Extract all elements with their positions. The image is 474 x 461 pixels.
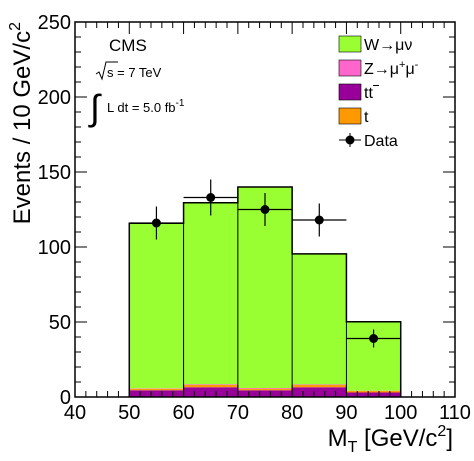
legend-z-mu2: μ <box>405 61 414 78</box>
bar-t-bin-2 <box>238 389 292 391</box>
y-title-sup: 2 <box>7 22 24 31</box>
lumi-exp: -1 <box>176 98 185 109</box>
cms-label: CMS <box>109 36 147 55</box>
legend-label-data: Data <box>364 133 398 150</box>
legend-t-base: t <box>364 109 369 126</box>
y-title-main: Events / 10 GeV/c <box>9 31 36 224</box>
x-title-rest: [GeV/c <box>357 425 437 452</box>
y-tick-label: 150 <box>38 162 71 184</box>
x-tick-label: 100 <box>384 402 417 424</box>
bar-W-bin-1 <box>184 203 238 385</box>
legend-w-arrow: → <box>379 37 395 54</box>
legend-swatch-tt <box>339 84 361 100</box>
y-tick-label: 100 <box>38 237 71 259</box>
x-title-sup: 2 <box>437 423 446 440</box>
luminosity-label: L dt = 5.0 fb-1 <box>107 98 185 115</box>
legend-label-Z: Z→μ+μ- <box>364 59 419 78</box>
bar-tt-bin-2 <box>238 390 292 397</box>
y-tick-label: 50 <box>49 312 71 334</box>
x-tick-label: 80 <box>281 402 303 424</box>
legend-label-tt: tt <box>364 85 373 102</box>
energy-label: s = 7 TeV <box>107 65 162 80</box>
legend-w-base: W <box>364 37 380 54</box>
legend-data-marker <box>346 136 355 145</box>
y-tick-label: 200 <box>38 87 71 109</box>
x-tick-label: 70 <box>227 402 249 424</box>
x-title-end: ] <box>446 425 453 452</box>
legend-w-products: μν <box>395 37 412 54</box>
bar-Z-bin-3 <box>292 384 346 385</box>
bar-t-bin-1 <box>184 385 238 387</box>
x-tick-label: 110 <box>439 402 471 424</box>
legend-label-t: t <box>364 109 369 126</box>
data-point-1 <box>206 193 215 202</box>
bar-Z-bin-1 <box>184 384 238 385</box>
data-point-3 <box>315 216 324 225</box>
x-axis-title: MT [GeV/c2] <box>328 423 453 456</box>
bar-t-bin-4 <box>346 391 400 393</box>
bar-Z-bin-2 <box>238 388 292 389</box>
energy-value: = 7 TeV <box>114 65 162 80</box>
x-tick-label: 90 <box>335 402 357 424</box>
y-axis-title: Events / 10 GeV/c2 <box>7 22 36 224</box>
bar-t-bin-3 <box>292 385 346 387</box>
bar-tt-bin-3 <box>292 387 346 397</box>
x-title-sub: T <box>348 439 358 456</box>
legend-swatch-t <box>339 108 361 124</box>
legend-z-mu1: μ <box>390 61 399 78</box>
x-tick-label: 50 <box>118 402 140 424</box>
lumi-text: L dt = 5.0 fb <box>107 100 176 115</box>
x-tick-label: 60 <box>172 402 194 424</box>
bar-tt-bin-0 <box>129 390 183 397</box>
bar-W-bin-3 <box>292 254 346 385</box>
legend-tt-base: tt <box>364 85 373 102</box>
legend-z-base: Z <box>364 61 374 78</box>
y-tick-label: 0 <box>60 387 71 409</box>
legend-z-sup2: - <box>415 59 419 71</box>
legend-label-W: W→μν <box>364 37 412 54</box>
data-point-4 <box>369 334 378 343</box>
data-point-0 <box>152 219 161 228</box>
legend-swatch-W <box>339 36 361 52</box>
bar-t-bin-0 <box>129 389 183 391</box>
bar-W-bin-0 <box>129 223 183 388</box>
bar-tt-bin-1 <box>184 387 238 397</box>
x-title-m: M <box>328 425 348 452</box>
data-point-2 <box>261 205 270 214</box>
legend-swatch-Z <box>339 60 361 76</box>
integral-symbol: ∫ <box>88 87 102 128</box>
y-tick-label: 250 <box>38 12 71 34</box>
legend-z-arrow: → <box>374 61 390 78</box>
